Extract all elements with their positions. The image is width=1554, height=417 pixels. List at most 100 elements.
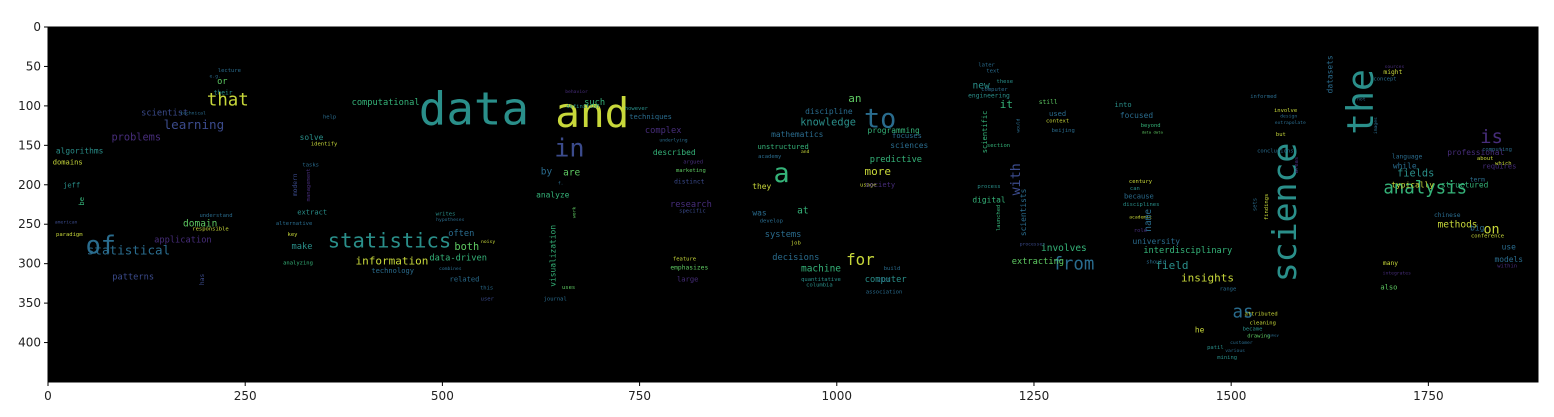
word-71: marketing <box>676 168 706 174</box>
word-83: feature <box>673 256 696 262</box>
word-97: and <box>801 149 810 155</box>
word-29: paradigm <box>56 232 83 238</box>
word-92: focuses <box>892 131 922 140</box>
x-tick-label-1: 250 <box>234 389 257 403</box>
x-tick-label-7: 1750 <box>1413 389 1444 403</box>
word-91: sciences <box>890 141 928 150</box>
word-2: science <box>1265 143 1304 282</box>
word-167: conclusions <box>1257 148 1293 154</box>
word-23: domain <box>183 219 217 230</box>
word-117: text <box>986 69 999 75</box>
word-48: make <box>292 242 313 252</box>
word-38: computational <box>352 98 420 108</box>
word-162: informed <box>1250 94 1277 100</box>
word-128: processes <box>1020 242 1046 247</box>
word-95: unstructured <box>757 142 808 151</box>
word-6: in <box>554 133 584 162</box>
word-64: definition <box>566 104 599 110</box>
word-14: with <box>1009 163 1024 195</box>
word-68: underlying <box>659 137 687 143</box>
word-72: distinct <box>674 179 705 186</box>
word-61: user <box>481 297 495 303</box>
word-149: field <box>1155 259 1188 272</box>
word-186: term <box>1470 176 1485 183</box>
word-120: engineering <box>968 93 1010 100</box>
word-60: this <box>480 286 493 292</box>
word-1: and <box>555 89 629 137</box>
word-187: language <box>1392 153 1423 160</box>
word-41: identify <box>311 141 338 147</box>
word-174: not <box>1357 96 1366 102</box>
word-119: computer <box>981 87 1008 93</box>
word-108: quantitative <box>801 277 841 283</box>
word-105: job <box>791 241 801 247</box>
word-111: association <box>866 290 902 296</box>
word-50: information <box>355 254 428 267</box>
word-85: large <box>677 274 698 283</box>
word-181: while <box>1393 161 1417 170</box>
word-188: chinese <box>1434 212 1461 219</box>
word-40: help <box>323 114 336 120</box>
word-194: within <box>1497 264 1517 270</box>
word-78: analyze <box>536 191 570 200</box>
word-99: usage <box>860 182 877 188</box>
word-9: analysis <box>1383 179 1467 199</box>
word-179: about <box>1477 156 1494 162</box>
word-28: american <box>55 219 78 225</box>
word-94: more <box>865 165 892 178</box>
word-183: structured <box>1441 180 1489 189</box>
word-56: both <box>454 241 479 253</box>
x-tick-label-0: 0 <box>44 389 52 403</box>
word-5: to <box>864 104 896 135</box>
word-114: it <box>1000 98 1013 111</box>
word-77: are <box>563 167 580 178</box>
word-185: requires <box>1482 162 1516 171</box>
word-30: has <box>199 274 206 286</box>
word-88: knowledge <box>800 117 856 129</box>
word-62: such <box>584 98 605 108</box>
word-143: academic <box>1129 215 1152 221</box>
word-189: methods <box>1437 220 1477 231</box>
word-104: systems <box>765 230 802 240</box>
word-66: techniques <box>629 112 672 121</box>
word-32: understand <box>199 213 232 219</box>
word-27: be <box>77 197 86 206</box>
word-164: design <box>1280 114 1297 120</box>
word-173: concept <box>1373 77 1396 83</box>
word-156: patil <box>1207 345 1224 351</box>
word-47: key <box>288 232 299 238</box>
word-49: analyzing <box>283 260 313 266</box>
word-193: models <box>1495 255 1524 264</box>
word-123: section <box>987 143 1010 149</box>
word-121: scientific <box>980 111 989 154</box>
axes-layer: 0 250 500 750 1000 1250 1500 1750 0 50 100 150 200 25… <box>18 20 1539 403</box>
word-124: process <box>977 184 1000 190</box>
word-103: develop <box>760 219 783 225</box>
word-136: focused <box>1120 111 1154 120</box>
word-55: noisy <box>481 239 495 245</box>
word-82: journal <box>544 297 567 303</box>
word-161: tukey <box>1267 333 1279 338</box>
word-36: their <box>214 90 233 97</box>
word-15: for <box>846 250 875 269</box>
word-98: they <box>752 182 771 191</box>
word-158: customer <box>1230 340 1253 346</box>
word-192: use <box>1502 243 1517 252</box>
x-tick-label-5: 1250 <box>1019 389 1050 403</box>
word-140: can <box>1130 186 1140 192</box>
word-69: described <box>653 148 696 157</box>
word-70: argued <box>683 159 703 165</box>
word-112: build <box>884 266 901 272</box>
word-19: scientist <box>141 109 188 119</box>
word-33: or <box>217 77 227 87</box>
word-37: technical <box>180 111 206 117</box>
word-57: data-driven <box>429 254 487 264</box>
word-151: range <box>1220 286 1237 292</box>
word-197: also <box>1380 282 1397 291</box>
word-59: related <box>450 274 480 283</box>
word-184: professional <box>1447 148 1504 157</box>
word-46: alternative <box>276 221 312 227</box>
y-tick-label-6: 300 <box>18 257 41 271</box>
